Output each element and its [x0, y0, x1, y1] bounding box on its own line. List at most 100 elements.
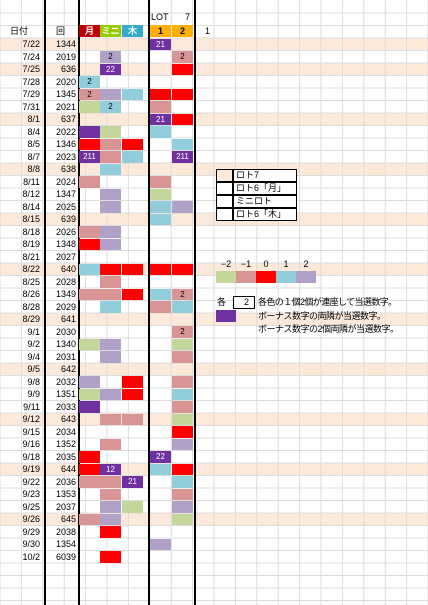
- number-cell[interactable]: [150, 463, 171, 475]
- number-cell[interactable]: [79, 463, 100, 475]
- number-cell[interactable]: [172, 113, 193, 125]
- number-cell[interactable]: [122, 151, 143, 163]
- number-cell[interactable]: [122, 388, 143, 400]
- number-cell[interactable]: 21: [150, 113, 171, 125]
- number-cell[interactable]: [172, 376, 193, 388]
- number-cell[interactable]: [100, 263, 121, 275]
- number-cell[interactable]: [172, 513, 193, 525]
- number-cell[interactable]: [150, 88, 171, 100]
- number-cell[interactable]: 2: [172, 326, 193, 338]
- number-cell[interactable]: [100, 551, 121, 563]
- number-cell[interactable]: [79, 226, 100, 238]
- number-cell[interactable]: [100, 138, 121, 150]
- number-cell[interactable]: [122, 263, 143, 275]
- number-cell[interactable]: 2: [172, 288, 193, 300]
- number-cell[interactable]: [172, 501, 193, 513]
- number-cell[interactable]: [100, 288, 121, 300]
- number-cell[interactable]: 211: [172, 151, 193, 163]
- number-cell[interactable]: [79, 238, 100, 250]
- column-header-3[interactable]: 木: [122, 25, 143, 37]
- number-cell[interactable]: [79, 401, 100, 413]
- number-cell[interactable]: [100, 388, 121, 400]
- number-cell[interactable]: [150, 538, 171, 550]
- number-cell[interactable]: [172, 338, 193, 350]
- number-cell[interactable]: [150, 126, 171, 138]
- number-cell[interactable]: [172, 476, 193, 488]
- number-cell[interactable]: [100, 88, 121, 100]
- number-cell[interactable]: [172, 201, 193, 213]
- number-cell[interactable]: [79, 388, 100, 400]
- number-cell[interactable]: [172, 263, 193, 275]
- number-cell[interactable]: [100, 501, 121, 513]
- number-cell[interactable]: [100, 163, 121, 175]
- number-cell[interactable]: [79, 263, 100, 275]
- number-cell[interactable]: [100, 201, 121, 213]
- number-cell[interactable]: [79, 288, 100, 300]
- number-cell[interactable]: [122, 288, 143, 300]
- number-cell[interactable]: [172, 413, 193, 425]
- number-cell[interactable]: [122, 88, 143, 100]
- number-cell[interactable]: [79, 338, 100, 350]
- number-cell[interactable]: [150, 263, 171, 275]
- number-cell[interactable]: [79, 101, 100, 113]
- number-cell[interactable]: [172, 351, 193, 363]
- number-cell[interactable]: [172, 88, 193, 100]
- number-cell[interactable]: [172, 463, 193, 475]
- number-cell[interactable]: [79, 138, 100, 150]
- number-cell[interactable]: [150, 288, 171, 300]
- number-cell[interactable]: 2: [100, 51, 121, 63]
- number-cell[interactable]: [100, 526, 121, 538]
- note-each-value-box[interactable]: [233, 296, 255, 309]
- number-cell[interactable]: [100, 513, 121, 525]
- number-cell[interactable]: [100, 351, 121, 363]
- number-cell[interactable]: [172, 426, 193, 438]
- column-header-5[interactable]: 2: [172, 25, 193, 37]
- number-cell[interactable]: [100, 276, 121, 288]
- number-cell[interactable]: [150, 176, 171, 188]
- number-cell[interactable]: [122, 501, 143, 513]
- number-cell[interactable]: [79, 451, 100, 463]
- number-cell[interactable]: 2: [79, 88, 100, 100]
- number-cell[interactable]: [100, 413, 121, 425]
- number-cell[interactable]: [100, 188, 121, 200]
- number-cell[interactable]: [172, 388, 193, 400]
- number-cell[interactable]: [150, 213, 171, 225]
- number-cell[interactable]: [100, 488, 121, 500]
- column-header-4[interactable]: 1: [150, 25, 171, 37]
- number-cell[interactable]: 22: [150, 451, 171, 463]
- number-cell[interactable]: [100, 301, 121, 313]
- number-cell[interactable]: [150, 101, 171, 113]
- number-cell[interactable]: 211: [79, 151, 100, 163]
- number-cell[interactable]: [150, 188, 171, 200]
- number-cell[interactable]: 2: [172, 51, 193, 63]
- number-cell[interactable]: 12: [100, 463, 121, 475]
- number-cell[interactable]: [122, 376, 143, 388]
- number-cell[interactable]: [122, 138, 143, 150]
- number-cell[interactable]: [79, 476, 100, 488]
- number-cell[interactable]: 21: [150, 38, 171, 50]
- number-cell[interactable]: [150, 201, 171, 213]
- number-cell[interactable]: [150, 301, 171, 313]
- number-cell[interactable]: [172, 438, 193, 450]
- number-cell[interactable]: [100, 338, 121, 350]
- number-cell[interactable]: [172, 401, 193, 413]
- number-cell[interactable]: 22: [100, 63, 121, 75]
- number-cell[interactable]: 2: [100, 101, 121, 113]
- number-cell[interactable]: [79, 376, 100, 388]
- number-cell[interactable]: [172, 138, 193, 150]
- number-cell[interactable]: [100, 238, 121, 250]
- number-cell[interactable]: [79, 176, 100, 188]
- number-cell[interactable]: [100, 476, 121, 488]
- number-cell[interactable]: [100, 126, 121, 138]
- number-cell[interactable]: [122, 413, 143, 425]
- column-header-2[interactable]: ミニ: [100, 25, 121, 37]
- number-cell[interactable]: 2: [79, 76, 100, 88]
- number-cell[interactable]: 21: [122, 476, 143, 488]
- column-header-1[interactable]: 月: [79, 25, 100, 37]
- number-cell[interactable]: [79, 126, 100, 138]
- number-cell[interactable]: [172, 488, 193, 500]
- number-cell[interactable]: [172, 301, 193, 313]
- number-cell[interactable]: [100, 226, 121, 238]
- number-cell[interactable]: [79, 513, 100, 525]
- number-cell[interactable]: [100, 438, 121, 450]
